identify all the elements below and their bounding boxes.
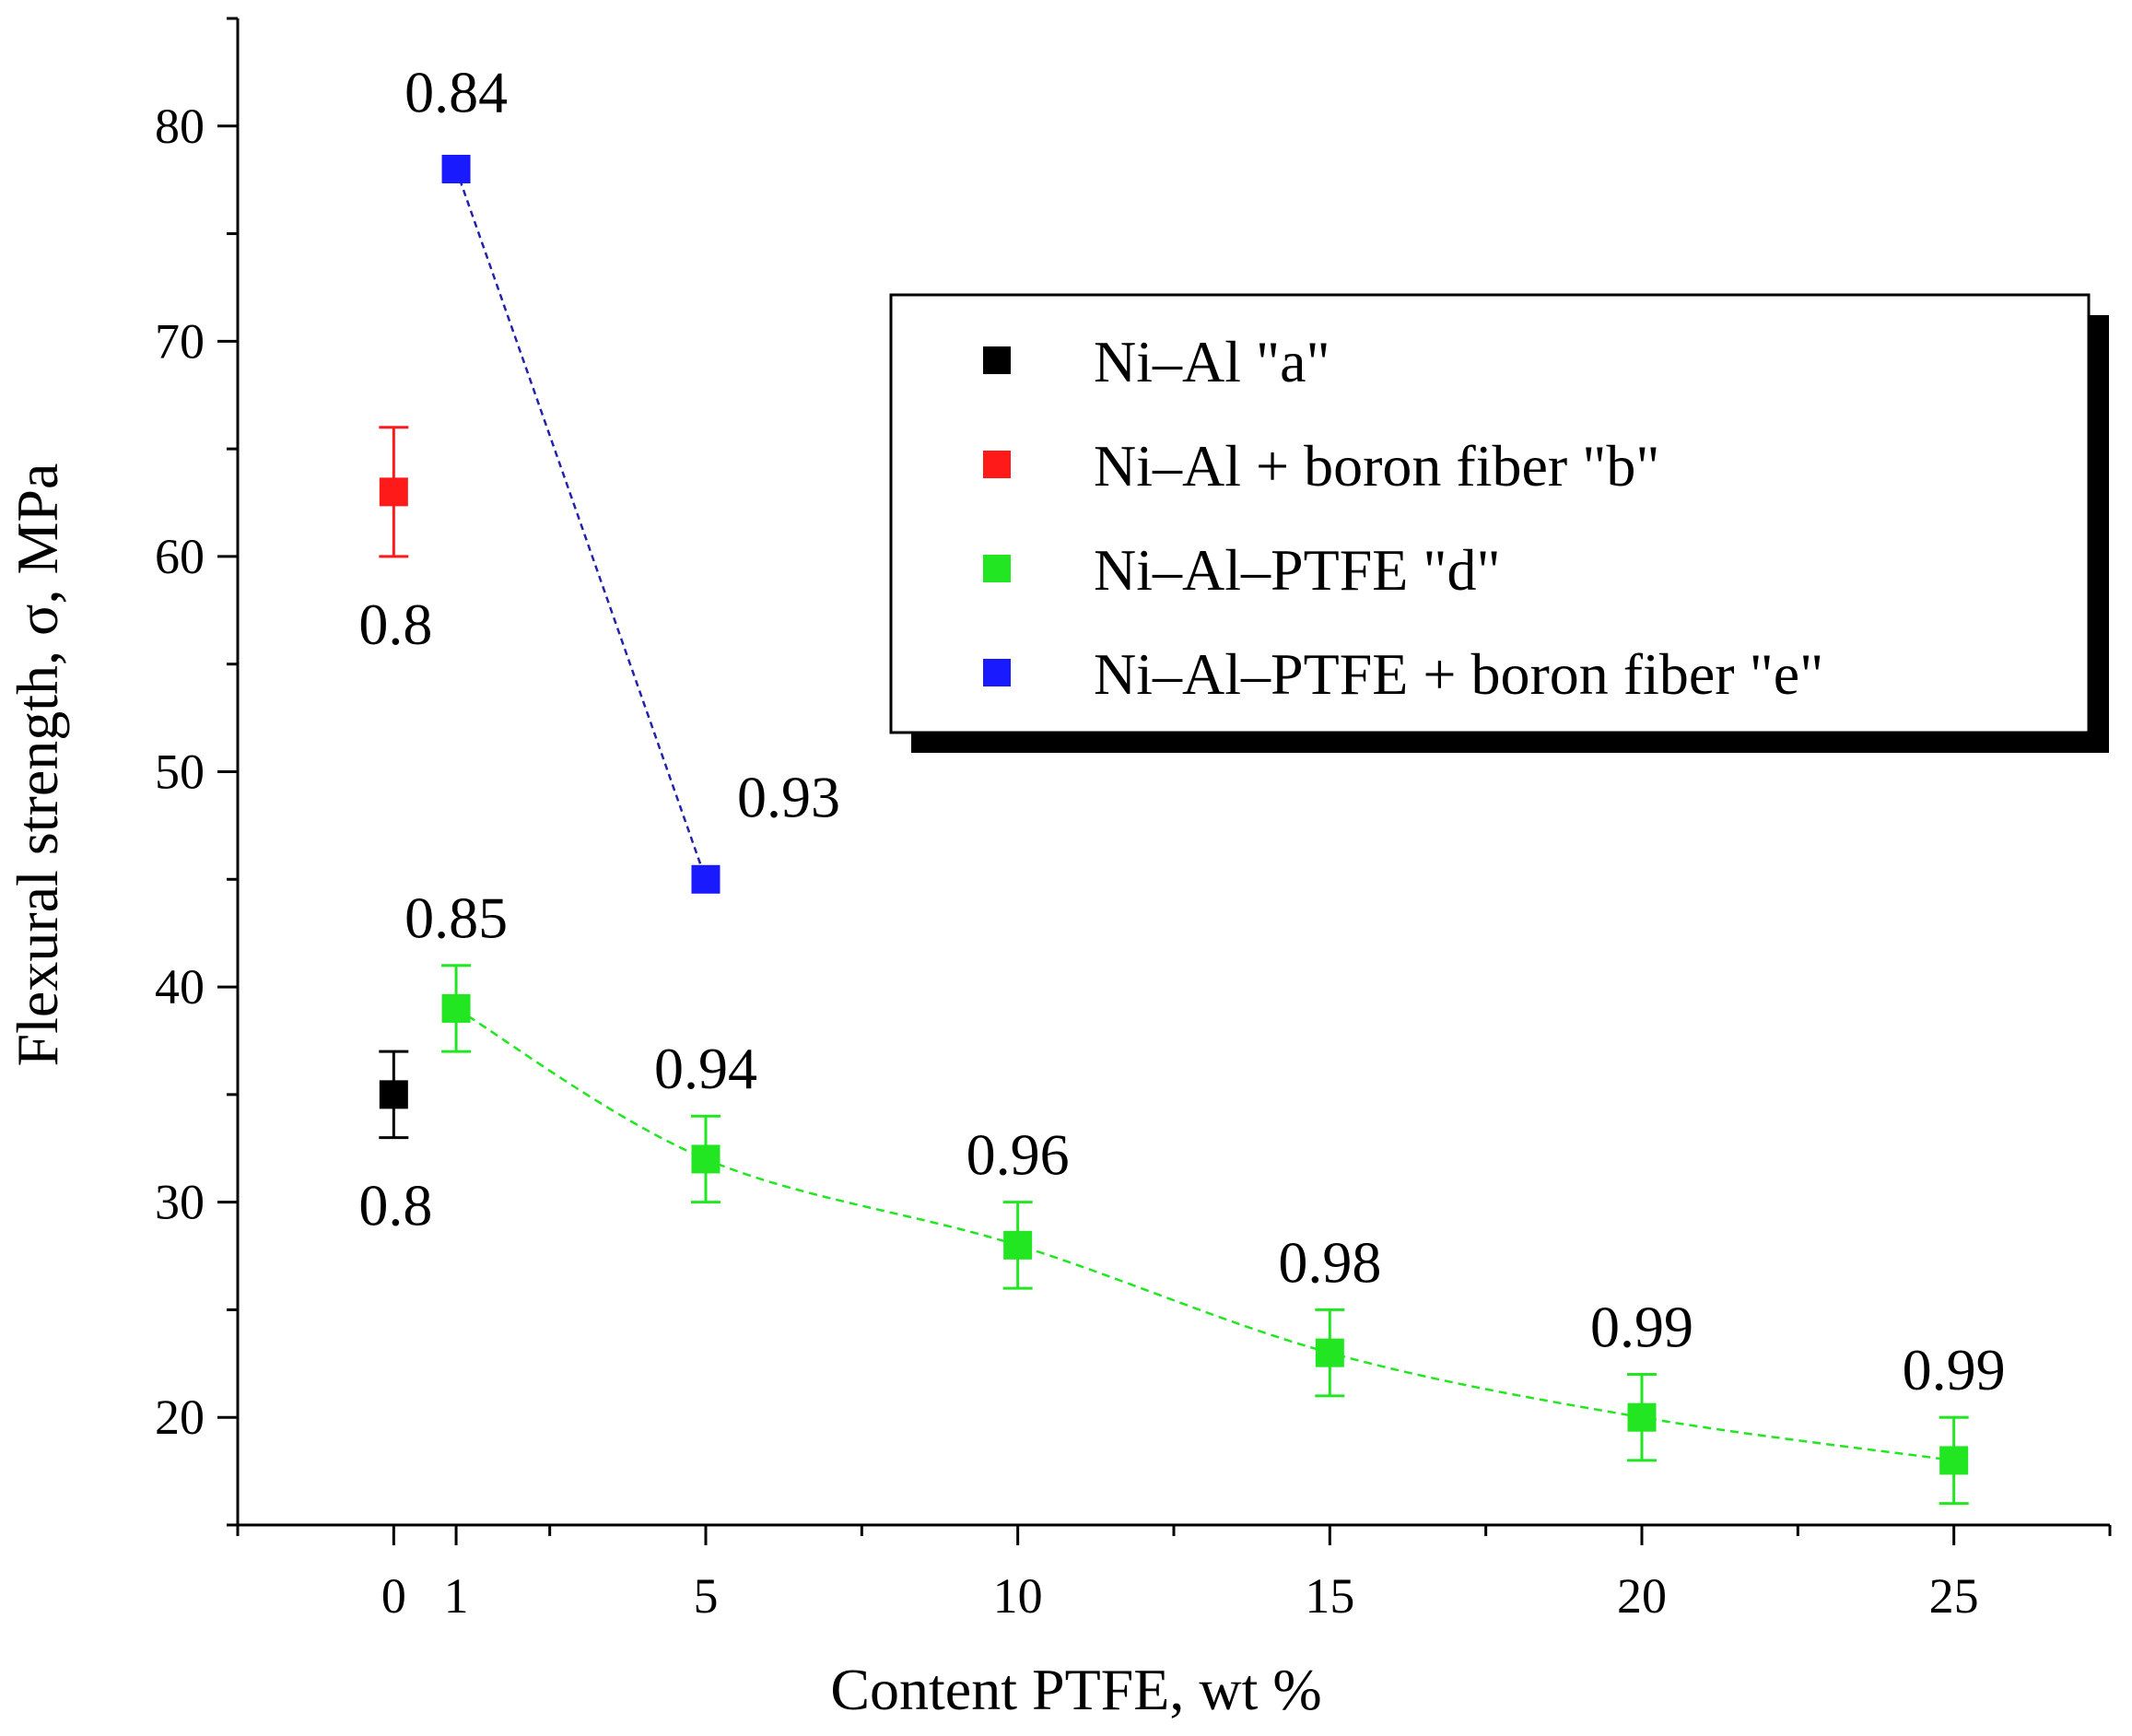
y-tick-label: 80	[155, 99, 205, 154]
legend-marker	[983, 555, 1011, 582]
data-label: 0.96	[966, 1122, 1070, 1188]
fit-lines	[454, 169, 1954, 1462]
data-point	[441, 155, 471, 183]
data-point	[1939, 1446, 1969, 1475]
data-point	[691, 864, 720, 894]
legend-marker	[983, 451, 1011, 478]
data-label: 0.85	[404, 886, 508, 951]
legend-entry: Ni–Al "a"	[1094, 329, 1330, 394]
data-label: 0.94	[654, 1036, 757, 1101]
data-point	[691, 1144, 720, 1174]
x-tick-label: 5	[694, 1568, 719, 1624]
data-label: 0.8	[358, 1173, 432, 1238]
x-tick-label: 15	[1305, 1568, 1354, 1624]
legend-marker	[983, 659, 1011, 686]
data-point	[1315, 1338, 1344, 1367]
y-tick-label: 20	[155, 1390, 205, 1445]
data-label: 0.99	[1590, 1295, 1693, 1360]
data-marks	[379, 155, 1969, 1506]
data-label: 0.84	[404, 60, 508, 125]
x-tick-label: 1	[444, 1568, 469, 1624]
y-axis-title: Flexural strength, σ, MPa	[5, 463, 70, 1067]
y-tick-label: 50	[155, 745, 205, 800]
connect-line-series-e	[454, 169, 708, 880]
data-point	[379, 477, 408, 507]
legend-box	[889, 293, 2091, 734]
data-point	[1627, 1402, 1657, 1432]
legend-entry: Ni–Al + boron fiber "b"	[1094, 433, 1659, 499]
data-point	[1003, 1230, 1033, 1260]
y-tick-label: 70	[155, 313, 205, 369]
y-tick-label: 30	[155, 1175, 205, 1230]
data-label: 0.98	[1278, 1229, 1381, 1295]
legend-entry: Ni–Al–PTFE + boron fiber "e"	[1094, 641, 1823, 707]
x-axis-title: Content PTFE, wt %	[830, 1657, 1321, 1722]
x-tick-label: 20	[1617, 1568, 1667, 1624]
x-tick-label: 25	[1929, 1568, 1979, 1624]
x-tick-label: 10	[993, 1568, 1043, 1624]
data-label: 0.8	[358, 592, 432, 657]
data-label: 0.93	[737, 764, 840, 829]
fit-line-series-d	[455, 1007, 1954, 1462]
legend-marker	[983, 346, 1011, 374]
data-labels: 0.8 0.8 0.85 0.94 0.96 0.98 0.99 0.99 0.84 0.93	[358, 60, 2005, 1403]
legend: Ni–Al "a" Ni–Al + boron fiber "b" Ni–Al–PT…	[889, 293, 2109, 753]
y-tick-label: 60	[155, 529, 205, 584]
legend-entry: Ni–Al–PTFE "d"	[1094, 537, 1501, 603]
y-tick-label: 40	[155, 959, 205, 1015]
x-tick-label: 0	[381, 1568, 406, 1624]
data-label: 0.99	[1903, 1337, 2006, 1402]
data-point	[379, 1080, 408, 1109]
data-point	[441, 993, 471, 1023]
